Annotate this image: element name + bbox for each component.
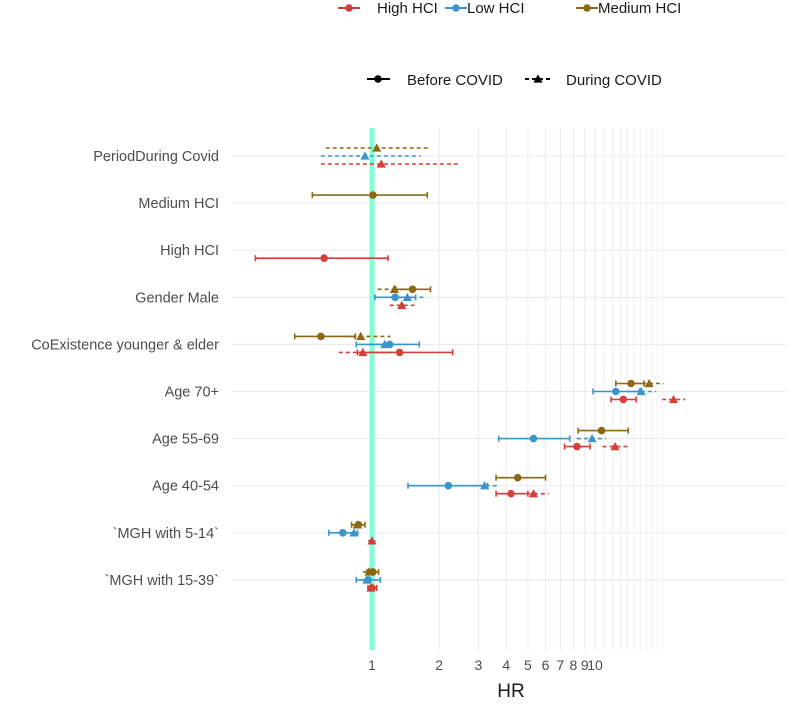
legend-label-low-hci: Low HCI xyxy=(467,0,525,17)
point-medium-hci-during-covid xyxy=(352,520,362,529)
point-low-hci-during-covid xyxy=(349,528,359,537)
point-high-hci-during-covid xyxy=(367,536,377,545)
y-tick-label: CoExistence younger & elder xyxy=(31,337,219,353)
legend-key-dot-before-covid xyxy=(374,75,382,83)
y-tick-label: Gender Male xyxy=(135,290,219,306)
x-tick-label: 4 xyxy=(502,657,510,673)
point-low-hci-during-covid xyxy=(402,292,412,301)
point-low-hci-before-covid xyxy=(612,387,620,396)
point-medium-hci-during-covid xyxy=(356,331,366,341)
point-high-hci-during-covid xyxy=(668,394,679,404)
point-low-hci-during-covid xyxy=(362,575,372,584)
point-medium-hci-before-covid xyxy=(597,426,606,435)
point-low-hci-during-covid xyxy=(360,151,370,160)
y-tick-label: `MGH with 5-14` xyxy=(113,526,219,542)
y-tick-label: Age 70+ xyxy=(165,385,219,401)
point-low-hci-during-covid xyxy=(587,434,597,443)
y-tick-label: High HCI xyxy=(160,243,219,259)
legend-key-dot-high-hci xyxy=(345,4,353,12)
point-high-hci-before-covid xyxy=(320,254,328,262)
legend-key-dot-low-hci xyxy=(452,4,460,12)
grid xyxy=(232,128,787,650)
point-medium-hci-before-covid xyxy=(513,473,522,482)
legend-hci: High HCI Low HCI Medium HCI xyxy=(338,0,681,17)
y-axis-labels: PeriodDuring Covid Medium HCI High HCI Gend… xyxy=(31,149,219,589)
point-high-hci-during-covid xyxy=(358,347,368,357)
y-tick-label: Age 40-54 xyxy=(152,479,219,495)
x-tick-label: 1 xyxy=(368,657,376,673)
legend-label-before-covid: Before COVID xyxy=(407,72,503,89)
point-high-hci-before-covid xyxy=(507,489,515,498)
point-low-hci-during-covid xyxy=(380,339,390,349)
point-high-hci-during-covid xyxy=(376,159,386,168)
x-tick-label: 7 xyxy=(557,657,565,673)
point-medium-hci-during-covid xyxy=(364,567,374,576)
x-tick-label: 3 xyxy=(474,657,482,673)
x-tick-label: 10 xyxy=(587,657,603,673)
point-low-hci-before-covid xyxy=(529,434,538,443)
y-tick-label: Medium HCI xyxy=(138,196,219,212)
legend-key-dot-medium-hci xyxy=(583,4,591,12)
point-medium-hci-before-covid xyxy=(317,332,325,341)
x-tick-label: 8 xyxy=(569,657,577,673)
x-tick-label: 6 xyxy=(542,657,550,673)
point-low-hci-before-covid xyxy=(339,529,347,537)
legend-key-triangle-during-covid xyxy=(533,74,543,83)
y-tick-label: PeriodDuring Covid xyxy=(93,149,219,165)
point-high-hci-before-covid xyxy=(395,348,404,357)
marks xyxy=(254,143,686,592)
x-tick-label: 2 xyxy=(435,657,443,673)
point-medium-hci-during-covid xyxy=(372,143,382,152)
x-tick-label: 9 xyxy=(581,657,589,673)
point-high-hci-during-covid xyxy=(397,300,407,309)
legend-label-high-hci: High HCI xyxy=(377,0,438,17)
x-tick-label: 5 xyxy=(524,657,532,673)
point-medium-hci-before-covid xyxy=(627,379,635,388)
point-high-hci-during-covid xyxy=(528,489,539,498)
legend-label-during-covid: During COVID xyxy=(566,72,662,89)
point-medium-hci-before-covid xyxy=(408,285,417,294)
legend-label-medium-hci: Medium HCI xyxy=(598,0,681,17)
point-medium-hci-before-covid xyxy=(369,191,377,199)
y-tick-label: Age 55-69 xyxy=(152,432,219,448)
point-low-hci-during-covid xyxy=(480,481,490,490)
point-high-hci-before-covid xyxy=(619,395,628,404)
point-high-hci-during-covid xyxy=(610,442,620,451)
point-low-hci-before-covid xyxy=(444,481,453,490)
x-axis-ticks: 1 2 3 4 5 6 7 8 910 xyxy=(368,657,603,673)
legend-period: Before COVID During COVID xyxy=(367,72,662,89)
point-medium-hci-during-covid xyxy=(644,378,654,388)
point-high-hci-before-covid xyxy=(573,442,581,451)
x-axis-title: HR xyxy=(497,681,524,702)
point-medium-hci-during-covid xyxy=(389,284,399,293)
y-tick-label: `MGH with 15-39` xyxy=(105,573,219,589)
point-low-hci-during-covid xyxy=(636,386,646,396)
point-high-hci-during-covid xyxy=(366,583,376,592)
